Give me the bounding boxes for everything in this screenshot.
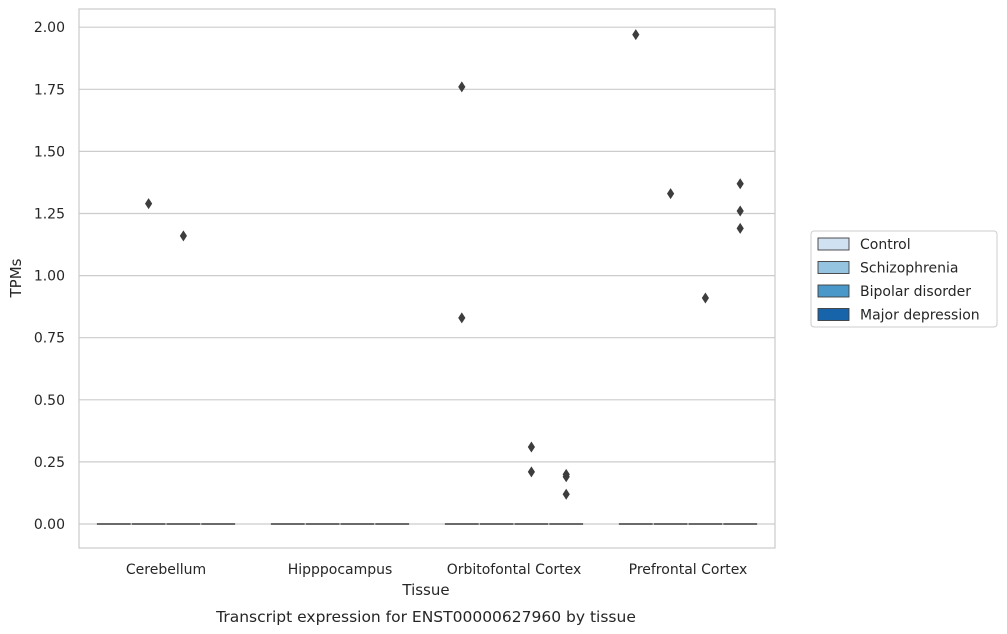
legend-swatch (817, 284, 850, 298)
outlier-point (736, 222, 744, 234)
x-tick-labels: Cerebellum Hipppocampus Orbitofontal Corte… (126, 562, 747, 578)
chart-caption: Transcript expression for ENST0000062796… (215, 608, 636, 626)
outlier-point (562, 471, 570, 483)
outlier-point (736, 205, 744, 217)
outlier-point (458, 81, 466, 93)
outlier-point (632, 29, 640, 41)
legend-swatch (817, 237, 850, 251)
y-tick-label: 1.50 (34, 144, 65, 160)
y-tick-label: 1.25 (34, 207, 65, 223)
y-tick-label: 0.75 (34, 331, 65, 347)
outlier-point (145, 198, 153, 210)
legend-swatch (817, 308, 850, 321)
y-tick-label: 0.00 (34, 517, 65, 533)
y-tick-label: 2.00 (34, 20, 65, 36)
outlier-point (562, 488, 570, 500)
x-axis-title: Tissue (401, 581, 449, 599)
legend-label: Control (860, 237, 911, 253)
y-tick-label: 0.25 (34, 455, 65, 471)
y-tick-label: 0.50 (34, 393, 65, 409)
y-axis-title: TPMs (7, 258, 25, 298)
outlier-point (458, 312, 466, 324)
outlier-point (179, 230, 187, 242)
outlier-point (701, 292, 709, 304)
x-tick-label: Hipppocampus (288, 562, 393, 578)
outlier-point (527, 441, 535, 453)
y-tick-label: 1.75 (34, 82, 65, 98)
y-tick-label: 1.00 (34, 269, 65, 285)
outlier-point (736, 178, 744, 190)
legend-label: Major depression (860, 308, 980, 324)
legend-frame (810, 230, 998, 328)
legend-label: Schizophrenia (860, 261, 958, 277)
y-tick-labels: 0.00 0.25 0.50 0.75 1.00 1.25 1.50 1.75 2.00 (34, 20, 65, 533)
legend: Control Schizophrenia Bipolar disorder Majo… (810, 230, 998, 328)
x-tick-label: Prefrontal Cortex (629, 562, 748, 578)
outlier-point (527, 466, 535, 478)
outlier-points (145, 29, 744, 500)
plot-frame (78, 8, 776, 549)
x-tick-label: Orbitofontal Cortex (447, 562, 582, 578)
legend-label: Bipolar disorder (860, 284, 971, 300)
outlier-point (667, 188, 675, 200)
x-tick-label: Cerebellum (126, 562, 206, 578)
legend-swatch (817, 261, 850, 274)
